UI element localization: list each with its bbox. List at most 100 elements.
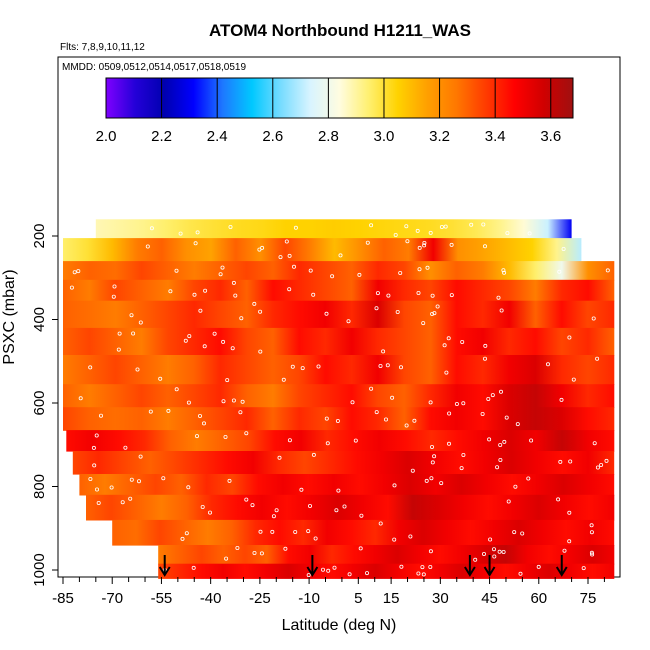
descent-arrow-head bbox=[158, 566, 171, 577]
sample-point bbox=[595, 356, 600, 361]
sample-point bbox=[332, 565, 337, 570]
sample-point bbox=[592, 441, 597, 446]
sample-point bbox=[430, 311, 435, 316]
sample-point bbox=[442, 343, 447, 348]
sample-point bbox=[439, 481, 444, 486]
sample-point bbox=[99, 413, 104, 418]
sample-point bbox=[449, 242, 454, 247]
sample-point bbox=[385, 363, 390, 368]
sample-point bbox=[287, 438, 292, 443]
descent-arrow-head bbox=[555, 566, 568, 577]
sample-point bbox=[233, 293, 238, 298]
sample-point bbox=[277, 455, 282, 460]
sample-point bbox=[284, 239, 289, 244]
axes: -85 -70 -55 -40 -25 -10 5 15 30 45 60 75 200 400 600 80… bbox=[31, 223, 605, 607]
sample-point bbox=[428, 230, 433, 235]
sample-point bbox=[415, 228, 420, 233]
sample-point bbox=[300, 366, 305, 371]
sample-point bbox=[499, 308, 504, 313]
x-tick-label: 45 bbox=[481, 590, 498, 607]
sample-point bbox=[306, 573, 311, 578]
sample-point bbox=[488, 537, 493, 542]
sample-point bbox=[369, 223, 374, 228]
x-tick-label: 60 bbox=[530, 590, 547, 607]
sample-point bbox=[357, 272, 362, 277]
y-tick-label: 200 bbox=[31, 223, 48, 248]
sample-point bbox=[311, 292, 316, 297]
sample-point bbox=[76, 269, 81, 274]
sample-point bbox=[374, 306, 379, 311]
sample-point bbox=[498, 457, 503, 462]
sample-point bbox=[589, 550, 594, 555]
sample-point bbox=[252, 301, 257, 306]
heatmap-layer bbox=[63, 327, 615, 356]
sample-point bbox=[350, 400, 355, 405]
sample-point bbox=[168, 289, 173, 294]
sample-point bbox=[207, 510, 212, 515]
sample-point bbox=[359, 513, 364, 518]
sample-point bbox=[88, 365, 93, 370]
sample-point bbox=[480, 411, 485, 416]
sample-point bbox=[504, 415, 509, 420]
sample-point bbox=[293, 225, 298, 230]
sample-point bbox=[231, 280, 236, 285]
sample-point bbox=[546, 362, 551, 367]
sample-point bbox=[324, 416, 329, 421]
heatmap-layer bbox=[63, 384, 615, 408]
colorbar-tick-label: 2.4 bbox=[207, 128, 228, 145]
sample-point bbox=[501, 268, 506, 273]
sample-point bbox=[235, 546, 240, 551]
sample-point bbox=[299, 487, 304, 492]
sample-point bbox=[447, 411, 452, 416]
sample-point bbox=[138, 454, 143, 459]
sample-point bbox=[290, 364, 295, 369]
sample-point bbox=[432, 454, 437, 459]
sample-point bbox=[174, 387, 179, 392]
sample-point bbox=[116, 347, 121, 352]
y-tick-label: 600 bbox=[31, 390, 48, 415]
sample-point bbox=[109, 485, 114, 490]
sample-point bbox=[334, 508, 339, 513]
sample-point bbox=[589, 523, 594, 528]
sample-point bbox=[201, 421, 206, 426]
sample-point bbox=[473, 557, 478, 562]
sample-point bbox=[496, 295, 501, 300]
sample-point bbox=[375, 291, 380, 296]
sample-point bbox=[293, 530, 298, 535]
sample-point bbox=[567, 539, 572, 544]
sample-point bbox=[497, 549, 502, 554]
sample-point bbox=[369, 386, 374, 391]
sample-point bbox=[417, 245, 422, 250]
x-tick-label: 75 bbox=[580, 590, 597, 607]
sample-point bbox=[491, 547, 496, 552]
sample-point bbox=[187, 334, 192, 339]
sample-point bbox=[439, 224, 444, 229]
sample-point bbox=[224, 556, 229, 561]
sample-point bbox=[197, 413, 202, 418]
sample-point bbox=[383, 417, 388, 422]
sample-point bbox=[184, 531, 189, 536]
sample-point bbox=[198, 308, 203, 313]
x-tick-label: -25 bbox=[249, 590, 271, 607]
sample-point bbox=[336, 488, 341, 493]
sample-point bbox=[129, 477, 134, 482]
sample-point bbox=[325, 441, 330, 446]
colorbar-tick-label: 3.6 bbox=[540, 128, 561, 145]
descent-arrow-head bbox=[464, 566, 476, 577]
sample-point bbox=[393, 232, 398, 237]
sample-point bbox=[460, 339, 465, 344]
heatmap-layer bbox=[158, 563, 615, 579]
colorbar-tick-label: 3.4 bbox=[485, 128, 506, 145]
sample-point bbox=[398, 270, 403, 275]
sample-point bbox=[425, 265, 430, 270]
sample-point bbox=[487, 437, 492, 442]
sample-point bbox=[283, 546, 288, 551]
sample-point bbox=[481, 552, 486, 557]
sample-point bbox=[527, 231, 532, 236]
colorbar-gradient bbox=[105, 77, 574, 119]
sample-point bbox=[498, 389, 503, 394]
sample-point bbox=[180, 536, 185, 541]
sample-point bbox=[416, 290, 421, 295]
sample-point bbox=[231, 398, 236, 403]
sample-point bbox=[186, 485, 191, 490]
